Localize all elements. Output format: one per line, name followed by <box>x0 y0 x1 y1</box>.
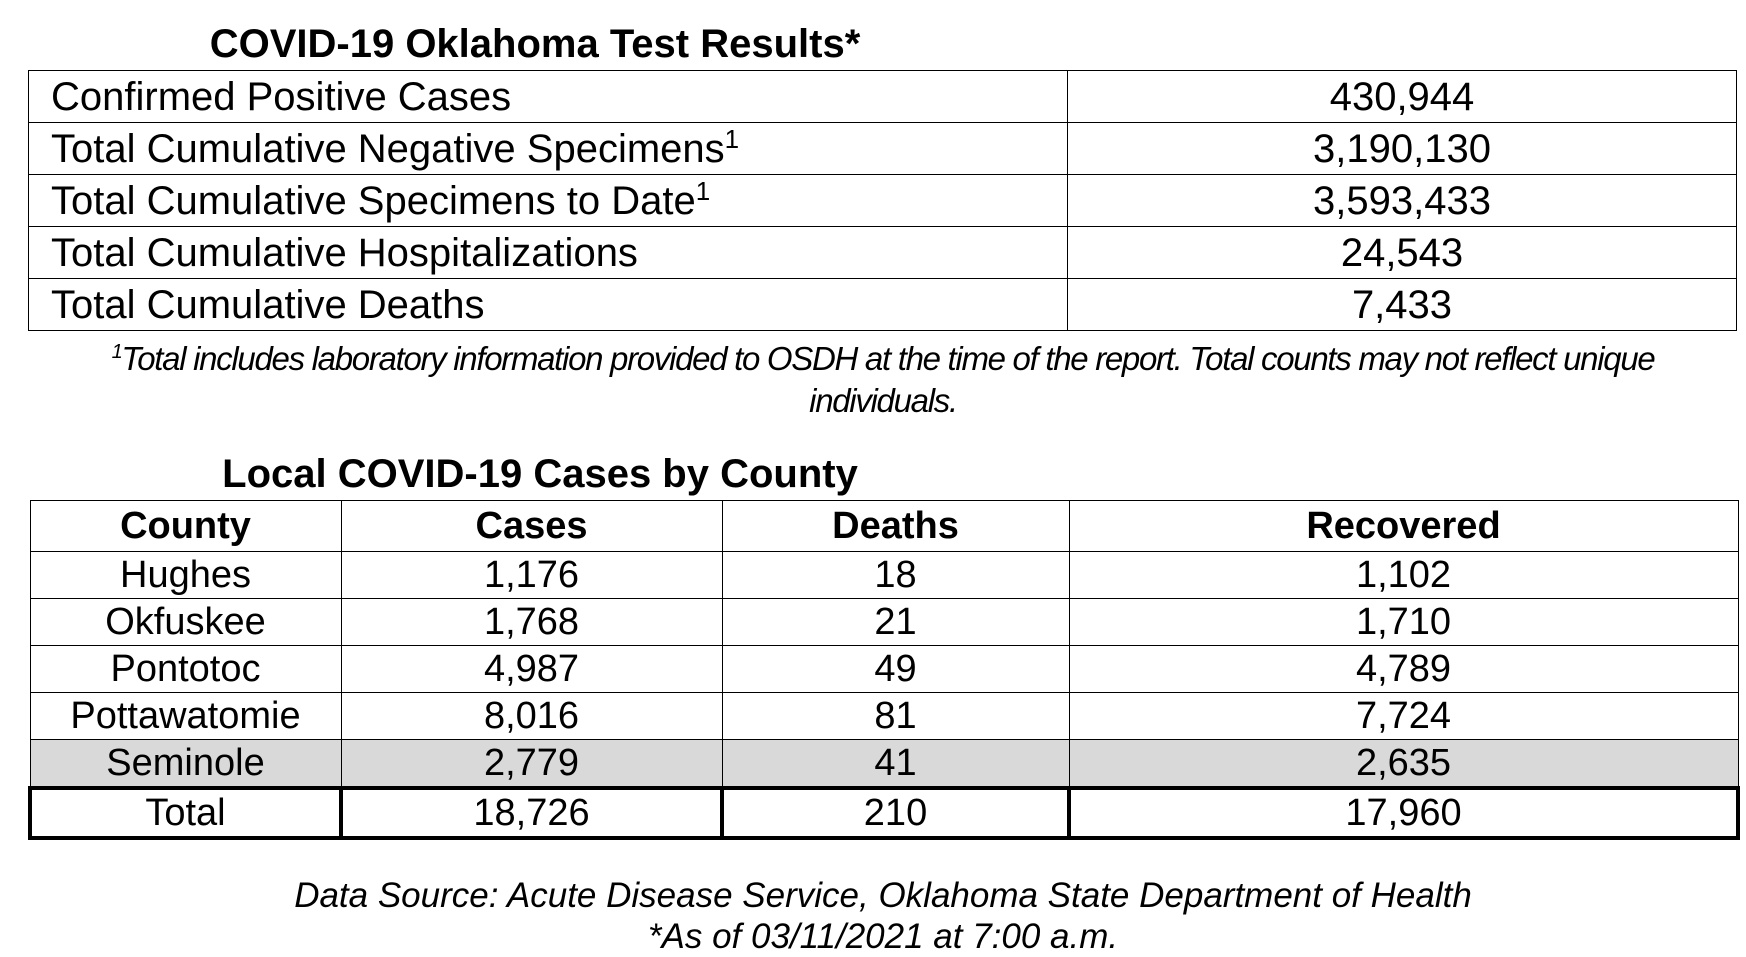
county-value: 18 <box>721 551 1070 599</box>
footnote-text: Total includes laboratory information pr… <box>121 340 1655 419</box>
total-row: Total 18,726 210 17,960 <box>28 786 1740 840</box>
footnote: 1Total includes laboratory information p… <box>83 338 1683 422</box>
county-name: Okfuskee <box>29 598 342 646</box>
county-value: 4,789 <box>1068 645 1739 693</box>
county-value: 1,102 <box>1068 551 1739 599</box>
row-footnote-marker: 1 <box>695 175 711 206</box>
row-value: 3,593,433 <box>1067 174 1737 227</box>
county-body: County Cases Deaths Recovered Hughes 1,176 18 1… <box>28 500 1740 840</box>
row-label-cell: Total Cumulative Specimens to Date1 <box>28 174 1068 227</box>
county-value: 2,779 <box>340 739 723 789</box>
header-row: County Cases Deaths Recovered <box>29 500 1739 552</box>
total-label: Total <box>28 786 343 840</box>
row-footnote-marker: 1 <box>724 123 740 154</box>
county-value: 8,016 <box>340 692 723 740</box>
column-header: Recovered <box>1068 500 1739 552</box>
row-label: Total Cumulative Specimens to Date <box>51 178 696 223</box>
county-value: 1,768 <box>340 598 723 646</box>
county-row: Pontotoc 4,987 49 4,789 <box>29 645 1739 693</box>
as-of-date: *As of 03/11/2021 at 7:00 a.m. <box>647 917 1119 956</box>
results-row: Total Cumulative Hospitalizations 24,543 <box>28 226 1737 279</box>
county-table: County Cases Deaths Recovered Hughes 1,176 18 1… <box>28 500 1740 840</box>
row-label-cell: Total Cumulative Hospitalizations <box>28 226 1068 279</box>
county-name: Pottawatomie <box>29 692 342 740</box>
row-label-cell: Total Cumulative Deaths <box>28 278 1068 331</box>
row-label: Total Cumulative Deaths <box>51 282 485 327</box>
row-value: 430,944 <box>1067 70 1737 123</box>
county-value: 49 <box>721 645 1070 693</box>
total-value: 18,726 <box>339 786 724 840</box>
results-row: Total Cumulative Specimens to Date1 3,593… <box>28 174 1737 227</box>
row-value: 7,433 <box>1067 278 1737 331</box>
results-table: Confirmed Positive Cases 430,944 Total Cum… <box>28 70 1737 331</box>
county-name: Pontotoc <box>29 645 342 693</box>
county-value: 1,710 <box>1068 598 1739 646</box>
data-source: Data Source: Acute Disease Service, Okla… <box>294 876 1472 915</box>
county-name: Hughes <box>29 551 342 599</box>
results-row: Confirmed Positive Cases 430,944 <box>28 70 1737 123</box>
county-value: 21 <box>721 598 1070 646</box>
county-value: 41 <box>721 739 1070 789</box>
row-label: Total Cumulative Negative Specimens <box>51 126 725 171</box>
row-value: 24,543 <box>1067 226 1737 279</box>
county-value: 2,635 <box>1068 739 1739 789</box>
county-value: 81 <box>721 692 1070 740</box>
results-row: Total Cumulative Negative Specimens1 3,19… <box>28 122 1737 175</box>
county-title: Local COVID-19 Cases by County <box>222 452 858 496</box>
county-value: 1,176 <box>340 551 723 599</box>
row-label-cell: Total Cumulative Negative Specimens1 <box>28 122 1068 175</box>
county-row: Okfuskee 1,768 21 1,710 <box>29 598 1739 646</box>
column-header: Cases <box>340 500 723 552</box>
county-value: 7,724 <box>1068 692 1739 740</box>
footnote-marker: 1 <box>111 341 123 363</box>
total-value: 17,960 <box>1067 786 1740 840</box>
row-label: Total Cumulative Hospitalizations <box>51 230 638 275</box>
county-name: Seminole <box>29 739 342 789</box>
row-label-cell: Confirmed Positive Cases <box>28 70 1068 123</box>
row-value: 3,190,130 <box>1067 122 1737 175</box>
county-value: 4,987 <box>340 645 723 693</box>
results-row: Total Cumulative Deaths 7,433 <box>28 278 1737 331</box>
results-body: Confirmed Positive Cases 430,944 Total Cum… <box>28 70 1737 331</box>
county-row: Seminole 2,779 41 2,635 <box>29 739 1739 789</box>
results-title: COVID-19 Oklahoma Test Results* <box>209 22 861 66</box>
column-header: County <box>29 500 342 552</box>
column-header: Deaths <box>721 500 1070 552</box>
county-row: Hughes 1,176 18 1,102 <box>29 551 1739 599</box>
total-value: 210 <box>720 786 1071 840</box>
row-label: Confirmed Positive Cases <box>51 74 512 119</box>
county-row: Pottawatomie 8,016 81 7,724 <box>29 692 1739 740</box>
